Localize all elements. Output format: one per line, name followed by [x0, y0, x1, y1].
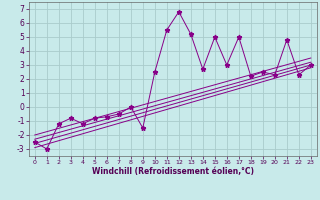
X-axis label: Windchill (Refroidissement éolien,°C): Windchill (Refroidissement éolien,°C)	[92, 167, 254, 176]
